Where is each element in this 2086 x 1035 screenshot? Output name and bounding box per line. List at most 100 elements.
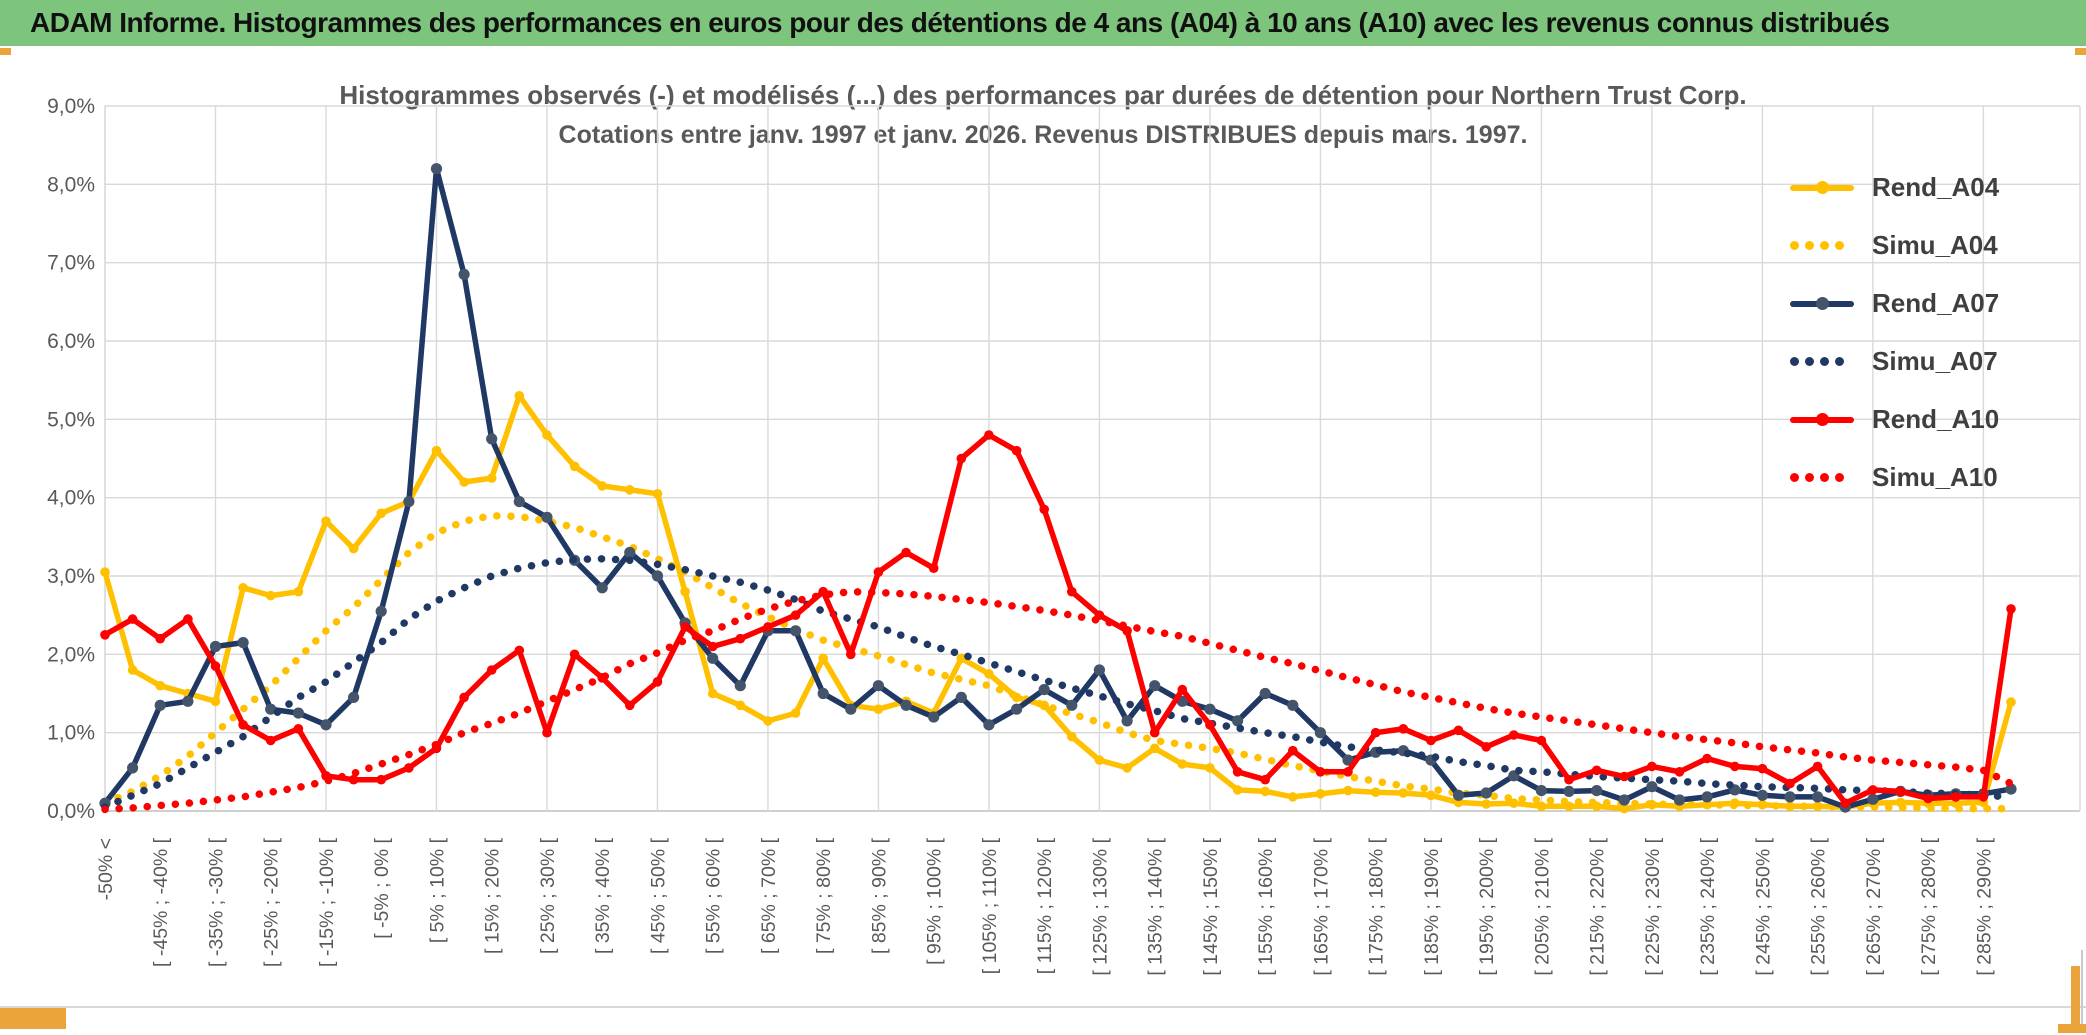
series-Rend_A07-marker[interactable] xyxy=(1452,789,1465,801)
series-Rend_A04-marker[interactable] xyxy=(1205,763,1215,773)
series-Rend_A04-marker[interactable] xyxy=(210,696,221,707)
series-Rend_A04-marker[interactable] xyxy=(956,653,967,664)
series-Rend_A04-marker[interactable] xyxy=(486,473,497,483)
series-Rend_A07-marker[interactable] xyxy=(541,511,553,523)
series-Rend_A10-marker[interactable] xyxy=(514,645,525,656)
series-Rend_A07-marker[interactable] xyxy=(1673,794,1686,806)
series-Rend_A04-marker[interactable] xyxy=(1260,786,1270,797)
series-Rend_A07-marker[interactable] xyxy=(154,699,166,711)
series-Rend_A10-marker[interactable] xyxy=(984,430,994,440)
series-Rend_A07-marker[interactable] xyxy=(1756,789,1768,801)
series-Rend_A04-marker[interactable] xyxy=(1509,798,1519,808)
series-Rend_A04-marker[interactable] xyxy=(348,543,359,554)
series-Rend_A04-marker[interactable] xyxy=(542,430,552,440)
series-Rend_A10-marker[interactable] xyxy=(155,633,165,644)
series-Rend_A07-marker[interactable] xyxy=(734,680,746,692)
series-Rend_A07-marker[interactable] xyxy=(845,703,857,715)
legend-item-Rend_A07[interactable]: Rend_A07 xyxy=(1790,274,2030,332)
legend-item-Simu_A10[interactable]: Simu_A10 xyxy=(1790,448,2030,506)
series-Rend_A10-marker[interactable] xyxy=(486,665,497,675)
series-Rend_A07-marker[interactable] xyxy=(1204,703,1216,715)
series-Rend_A10-marker[interactable] xyxy=(873,567,884,577)
series-Rend_A10-line[interactable] xyxy=(102,432,2014,806)
series-Rend_A04-marker[interactable] xyxy=(293,586,304,597)
series-Rend_A10-marker[interactable] xyxy=(1674,767,1685,777)
series-Rend_A10-marker[interactable] xyxy=(1951,792,1961,802)
series-Rend_A10-marker[interactable] xyxy=(1730,761,1740,772)
series-Rend_A07-marker[interactable] xyxy=(1314,727,1326,739)
series-Rend_A10-marker[interactable] xyxy=(735,633,746,644)
series-Rend_A10-marker[interactable] xyxy=(1453,725,1464,736)
series-Rend_A04-line[interactable] xyxy=(102,393,2014,812)
series-Rend_A10-marker[interactable] xyxy=(404,763,414,773)
series-Rend_A07-marker[interactable] xyxy=(1287,699,1299,711)
series-Rend_A04-marker[interactable] xyxy=(569,461,580,472)
series-Rend_A07-marker[interactable] xyxy=(596,582,608,594)
series-Rend_A10-marker[interactable] xyxy=(1426,735,1436,746)
series-Rend_A04-marker[interactable] xyxy=(1370,787,1381,797)
series-Rend_A04-marker[interactable] xyxy=(1094,755,1105,765)
series-Rend_A10-marker[interactable] xyxy=(1840,798,1851,808)
series-Rend_A04-marker[interactable] xyxy=(1315,789,1326,799)
series-Rend_A07-marker[interactable] xyxy=(486,433,498,445)
series-Rend_A04-marker[interactable] xyxy=(818,653,828,664)
series-Rend_A07-marker[interactable] xyxy=(375,605,387,617)
series-Rend_A07-marker[interactable] xyxy=(1618,794,1630,806)
series-Rend_A10-marker[interactable] xyxy=(376,774,387,785)
series-Rend_A10-marker[interactable] xyxy=(265,735,276,746)
series-Rend_A07-marker[interactable] xyxy=(1591,785,1603,797)
series-Rend_A10-marker[interactable] xyxy=(459,692,469,703)
series-Rend_A07-marker[interactable] xyxy=(403,496,415,508)
series-Rend_A07-marker[interactable] xyxy=(320,719,332,731)
series-Rend_A07-marker[interactable] xyxy=(1867,793,1879,805)
series-Rend_A10-marker[interactable] xyxy=(1812,761,1823,772)
series-Rend_A07-marker[interactable] xyxy=(292,707,304,719)
series-Rend_A10-marker[interactable] xyxy=(210,661,221,671)
series-Rend_A10-marker[interactable] xyxy=(1868,785,1878,795)
series-Rend_A07-marker[interactable] xyxy=(127,762,139,774)
series-Rend_A10-marker[interactable] xyxy=(569,649,580,660)
series-Rend_A07-marker[interactable] xyxy=(624,546,636,559)
series-Rend_A10-marker[interactable] xyxy=(1702,753,1712,764)
series-Rend_A07-line[interactable] xyxy=(102,165,2014,810)
series-Rend_A10-marker[interactable] xyxy=(1536,735,1547,746)
series-Rend_A10-marker[interactable] xyxy=(348,774,359,785)
series-Rend_A07-marker[interactable] xyxy=(1011,703,1023,715)
series-Rend_A10-marker[interactable] xyxy=(1067,586,1077,597)
series-Rend_A04-marker[interactable] xyxy=(514,391,525,401)
series-Rend_A07-marker[interactable] xyxy=(1149,680,1161,692)
series-Rend_A04-marker[interactable] xyxy=(376,508,387,519)
series-Rend_A04-marker[interactable] xyxy=(155,680,165,691)
series-Rend_A07-marker[interactable] xyxy=(1093,664,1105,676)
series-Rend_A04-marker[interactable] xyxy=(873,704,884,714)
series-Rend_A04-marker[interactable] xyxy=(763,716,773,726)
series-Simu_A10-dotted-line[interactable] xyxy=(101,587,2015,814)
series-Rend_A10-marker[interactable] xyxy=(1509,730,1519,740)
series-Rend_A10-marker[interactable] xyxy=(238,720,248,730)
series-Rend_A10-marker[interactable] xyxy=(1260,774,1270,785)
series-Rend_A04-marker[interactable] xyxy=(1149,743,1160,754)
series-Rend_A07-marker[interactable] xyxy=(1563,785,1575,798)
series-Rend_A10-marker[interactable] xyxy=(1370,727,1381,738)
series-Rend_A04-marker[interactable] xyxy=(321,516,331,526)
series-Rend_A07-marker[interactable] xyxy=(1701,791,1713,803)
series-Rend_A07-marker[interactable] xyxy=(1342,754,1354,766)
series-Rend_A10-marker[interactable] xyxy=(818,586,828,597)
series-Rend_A04-marker[interactable] xyxy=(1122,763,1132,773)
series-Rend_A04-marker[interactable] xyxy=(790,708,801,718)
series-Rend_A10-marker[interactable] xyxy=(183,614,193,624)
series-Rend_A10-marker[interactable] xyxy=(928,563,939,573)
series-Rend_A07-marker[interactable] xyxy=(900,699,912,711)
series-Rend_A10-marker[interactable] xyxy=(100,630,110,640)
series-Rend_A10-marker[interactable] xyxy=(1011,445,1022,456)
series-Rend_A04-marker[interactable] xyxy=(431,445,442,456)
legend-item-Simu_A07[interactable]: Simu_A07 xyxy=(1790,332,2030,390)
series-Rend_A07-marker[interactable] xyxy=(265,703,277,715)
series-Rend_A10-marker[interactable] xyxy=(1591,765,1602,776)
series-Rend_A10-marker[interactable] xyxy=(790,610,801,620)
series-Rend_A10-marker[interactable] xyxy=(1619,771,1630,782)
series-Rend_A07-marker[interactable] xyxy=(872,680,885,692)
series-Rend_A10-marker[interactable] xyxy=(956,453,967,464)
series-Rend_A10-marker[interactable] xyxy=(763,622,773,632)
series-Rend_A04-marker[interactable] xyxy=(597,481,607,491)
